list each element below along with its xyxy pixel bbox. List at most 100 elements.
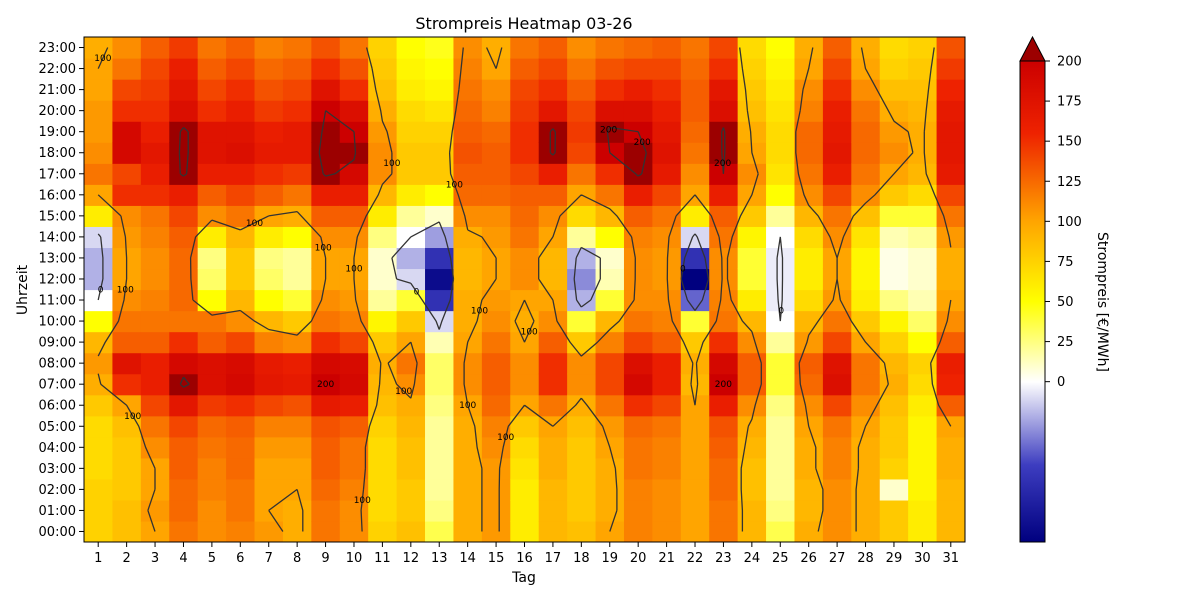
heatmap-cell (368, 352, 398, 375)
heatmap-cell (510, 352, 540, 375)
heatmap-cell (282, 310, 312, 333)
colorbar: 0 25 50 75 100 125 150 175 200 Strompreis [€/MWh… (1019, 35, 1110, 543)
heatmap-cell (879, 331, 909, 354)
heatmap-cell (822, 121, 852, 143)
heatmap-cell (595, 289, 625, 312)
y-tick-label: 07:00 (39, 378, 76, 393)
heatmap-cell (567, 37, 597, 59)
heatmap-cell (140, 58, 170, 80)
heatmap-cell (425, 289, 455, 312)
heatmap-cell (396, 436, 426, 459)
heatmap-cell (282, 415, 312, 438)
heatmap-cell (84, 100, 114, 122)
heatmap-cell (822, 352, 852, 375)
heatmap-cell (226, 310, 256, 333)
x-tick-label: 27 (829, 551, 846, 566)
heatmap-cell (282, 142, 312, 164)
contour-label: 100 (124, 412, 141, 422)
heatmap-cell (851, 163, 881, 185)
heatmap-cell (766, 268, 796, 291)
y-axis-label: Uhrzeit (15, 264, 31, 315)
heatmap-cell (169, 520, 199, 542)
heatmap-cell (822, 100, 852, 122)
heatmap-cell (538, 352, 568, 375)
heatmap-cell (197, 37, 227, 59)
heatmap-cell (84, 499, 114, 522)
heatmap-cell (567, 100, 597, 122)
heatmap-cell (737, 79, 767, 101)
heatmap-cell (936, 142, 965, 164)
heatmap-cell (226, 331, 256, 354)
heatmap-cell (254, 37, 284, 59)
heatmap-cell (652, 352, 682, 375)
heatmap-cell (425, 58, 455, 80)
heatmap-cell (112, 289, 142, 312)
heatmap-cell (794, 268, 824, 291)
heatmap-cell (822, 79, 852, 101)
heatmap-cell (510, 268, 540, 291)
heatmap-cell (538, 100, 568, 122)
heatmap-cell (311, 352, 341, 375)
heatmap-cell (112, 352, 142, 375)
x-tick-label: 30 (914, 551, 931, 566)
heatmap-cell (851, 121, 881, 143)
heatmap-cell (510, 520, 540, 542)
heatmap-cell (936, 205, 965, 227)
heatmap-cell (169, 268, 199, 291)
heatmap-cell (396, 184, 426, 206)
heatmap-cell (623, 415, 653, 438)
x-tick-label: 11 (374, 551, 391, 566)
heatmap-cell (84, 373, 114, 396)
heatmap-cell (368, 289, 398, 312)
heatmap-cell (197, 142, 227, 164)
y-tick-label: 18:00 (39, 146, 76, 161)
heatmap-cell (737, 436, 767, 459)
heatmap-cell (510, 100, 540, 122)
contour-label: 200 (714, 159, 731, 169)
heatmap-cell (567, 520, 597, 542)
heatmap-cell (623, 58, 653, 80)
heatmap-cell (737, 415, 767, 438)
heatmap-cell (567, 478, 597, 501)
heatmap-cell (425, 373, 455, 396)
heatmap-cell (737, 226, 767, 249)
colorbar-extend-max (1019, 35, 1046, 62)
heatmap-cell (709, 163, 739, 185)
heatmap-cell (197, 205, 227, 227)
heatmap-cell (339, 310, 369, 333)
heatmap-cell (197, 310, 227, 333)
x-axis-ticks: 1 2 3 4 5 6 7 8 9 10 11 12 13 14 15 16 17 18 19 20 21 22 23 24 2… (94, 542, 959, 566)
heatmap-cell (169, 100, 199, 122)
heatmap-cell (908, 163, 938, 185)
heatmap-cell (254, 331, 284, 354)
x-tick-label: 9 (321, 551, 329, 566)
heatmap-cell (794, 121, 824, 143)
y-tick-label: 06:00 (39, 399, 76, 414)
heatmap-cell (311, 289, 341, 312)
heatmap-cell (226, 247, 256, 270)
heatmap-cell (453, 436, 483, 459)
heatmap-cell (595, 163, 625, 185)
heatmap-cell (282, 100, 312, 122)
heatmap-cell (481, 142, 511, 164)
heatmap-cell (425, 352, 455, 375)
heatmap-cell (481, 226, 511, 249)
heatmap-cell (425, 331, 455, 354)
heatmap-cell (453, 226, 483, 249)
heatmap-cell (510, 331, 540, 354)
contour-lines (97, 47, 952, 532)
heatmap-cell (908, 100, 938, 122)
heatmap-cell (425, 205, 455, 227)
heatmap-cell (908, 331, 938, 354)
heatmap-cell (510, 79, 540, 101)
contour-label: 100 (246, 219, 263, 229)
x-tick-label: 17 (545, 551, 562, 566)
heatmap-cell (737, 289, 767, 312)
heatmap-cell (510, 226, 540, 249)
heatmap-cell (652, 373, 682, 396)
heatmap-cell (737, 394, 767, 417)
heatmap-cell (311, 331, 341, 354)
heatmap-cell (709, 247, 739, 270)
heatmap-cell (311, 79, 341, 101)
heatmap-cell (282, 247, 312, 270)
